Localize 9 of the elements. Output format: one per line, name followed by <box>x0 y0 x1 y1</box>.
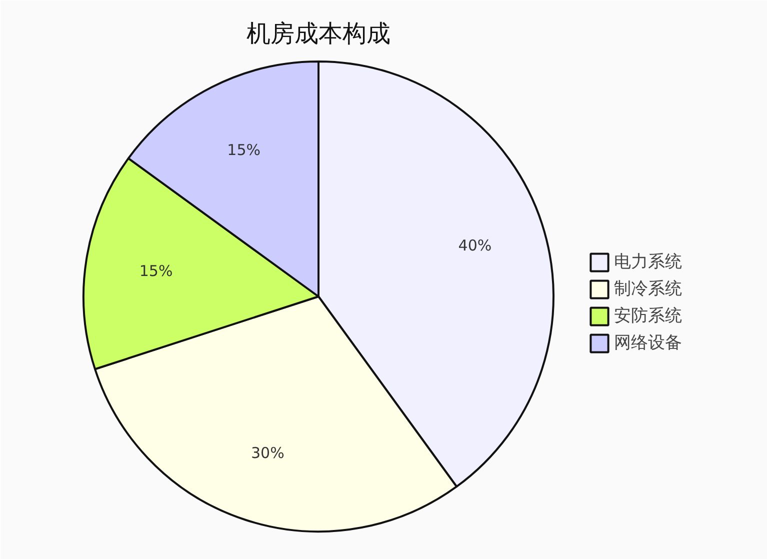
chart-title: 机房成本构成 <box>246 20 390 48</box>
legend-label: 安防系统 <box>614 305 682 327</box>
data-label: 30% <box>250 444 284 462</box>
legend-label: 制冷系统 <box>614 278 682 300</box>
legend-label: 电力系统 <box>614 251 682 273</box>
data-label: 40% <box>458 236 492 255</box>
legend-label: 网络设备 <box>614 332 682 354</box>
data-label: 15% <box>139 262 173 280</box>
data-label: 15% <box>227 140 260 159</box>
